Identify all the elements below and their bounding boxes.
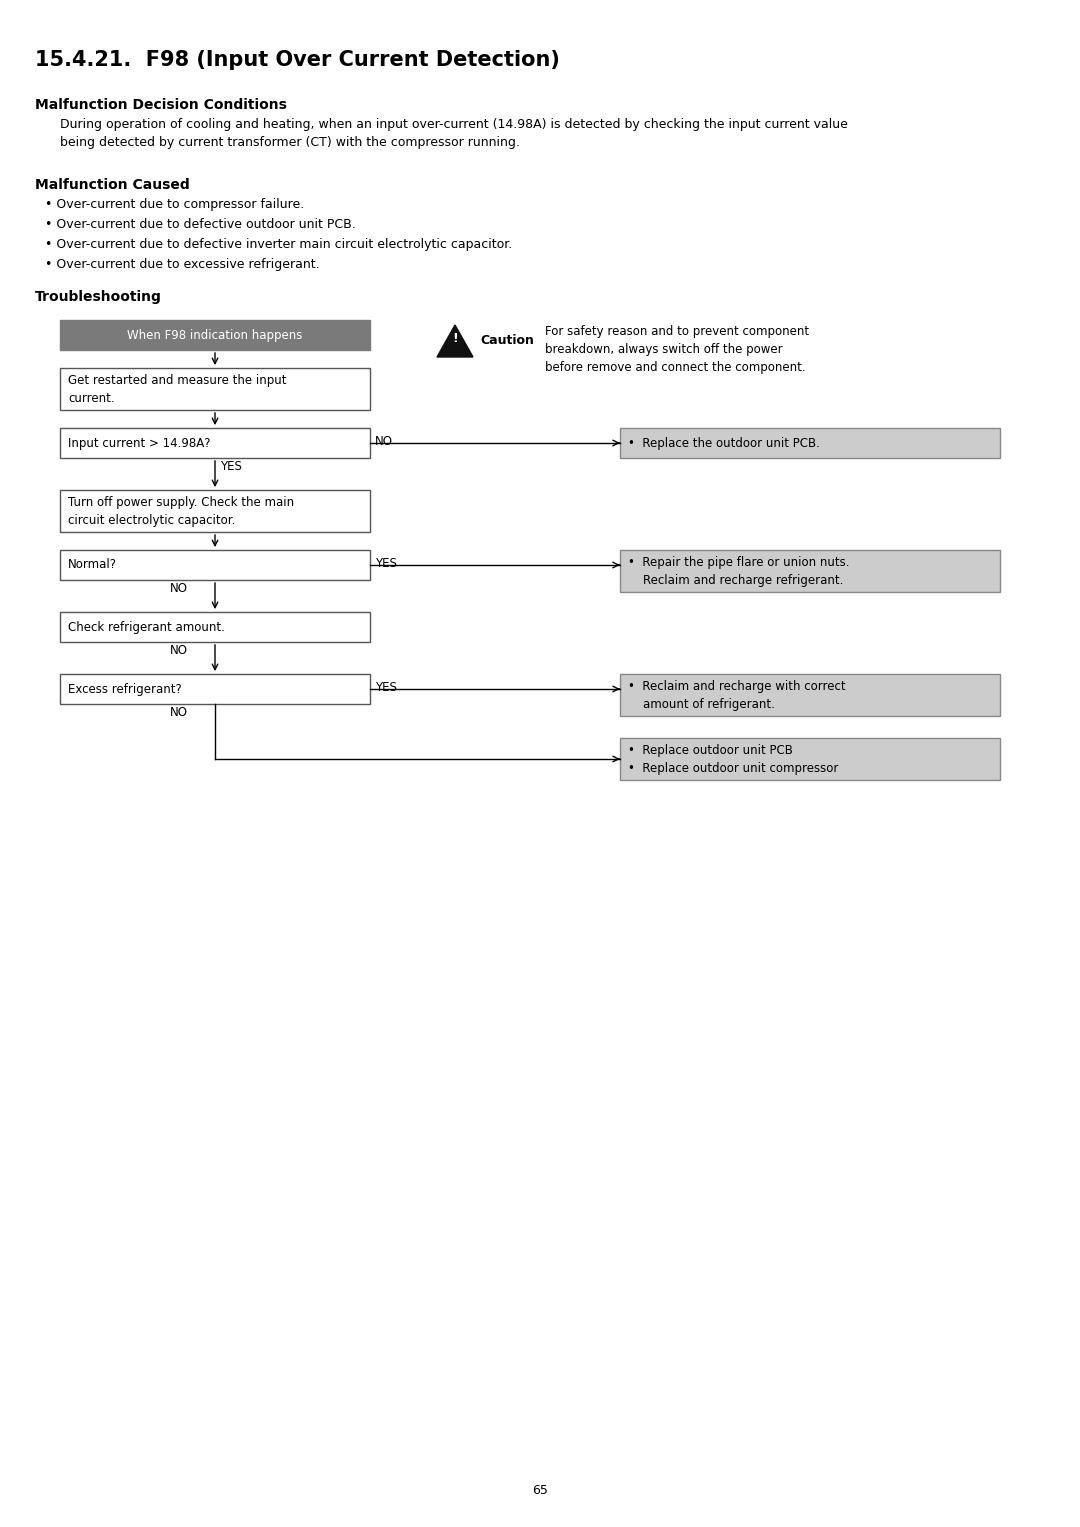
Text: Input current > 14.98A?: Input current > 14.98A?	[68, 437, 211, 449]
Bar	[60, 321, 370, 350]
Text: •  Replace outdoor unit PCB
•  Replace outdoor unit compressor: • Replace outdoor unit PCB • Replace out…	[627, 744, 838, 776]
Text: During operation of cooling and heating, when an input over-current (14.98A) is : During operation of cooling and heating,…	[60, 118, 848, 131]
Bar	[620, 550, 1000, 592]
Text: YES: YES	[375, 681, 396, 693]
Text: 15.4.21.  F98 (Input Over Current Detection): 15.4.21. F98 (Input Over Current Detecti…	[35, 50, 559, 70]
Text: NO: NO	[170, 644, 188, 657]
Text: • Over-current due to compressor failure.: • Over-current due to compressor failure…	[45, 199, 305, 211]
Text: Caution: Caution	[480, 334, 534, 348]
Text: Excess refrigerant?: Excess refrigerant?	[68, 683, 181, 695]
Text: • Over-current due to excessive refrigerant.: • Over-current due to excessive refriger…	[45, 258, 320, 270]
Text: YES: YES	[375, 557, 396, 570]
Bar	[60, 490, 370, 531]
Text: being detected by current transformer (CT) with the compressor running.: being detected by current transformer (C…	[60, 136, 519, 150]
Text: NO: NO	[170, 705, 188, 719]
Text: YES: YES	[220, 460, 242, 473]
Bar	[60, 428, 370, 458]
Text: NO: NO	[170, 582, 188, 596]
Bar	[60, 673, 370, 704]
Text: Get restarted and measure the input
current.: Get restarted and measure the input curr…	[68, 374, 286, 405]
Text: 65: 65	[532, 1484, 548, 1496]
Text: Normal?: Normal?	[68, 559, 117, 571]
Text: NO: NO	[375, 435, 393, 447]
Text: • Over-current due to defective inverter main circuit electrolytic capacitor.: • Over-current due to defective inverter…	[45, 238, 512, 250]
Bar	[620, 673, 1000, 716]
Bar	[60, 612, 370, 641]
Text: Turn off power supply. Check the main
circuit electrolytic capacitor.: Turn off power supply. Check the main ci…	[68, 496, 294, 527]
Text: For safety reason and to prevent component
breakdown, always switch off the powe: For safety reason and to prevent compone…	[545, 325, 809, 374]
Text: • Over-current due to defective outdoor unit PCB.: • Over-current due to defective outdoor …	[45, 218, 355, 231]
Text: Check refrigerant amount.: Check refrigerant amount.	[68, 620, 225, 634]
Bar	[60, 368, 370, 411]
Polygon shape	[437, 325, 473, 357]
Text: •  Reclaim and recharge with correct
    amount of refrigerant.: • Reclaim and recharge with correct amou…	[627, 680, 846, 712]
Bar	[60, 550, 370, 580]
Text: !: !	[453, 333, 458, 345]
Text: Troubleshooting: Troubleshooting	[35, 290, 162, 304]
Bar	[620, 428, 1000, 458]
Text: Malfunction Caused: Malfunction Caused	[35, 179, 190, 192]
Bar	[620, 738, 1000, 780]
Text: Malfunction Decision Conditions: Malfunction Decision Conditions	[35, 98, 287, 111]
Text: When F98 indication happens: When F98 indication happens	[127, 328, 302, 342]
Text: •  Repair the pipe flare or union nuts.
    Reclaim and recharge refrigerant.: • Repair the pipe flare or union nuts. R…	[627, 556, 850, 586]
Text: •  Replace the outdoor unit PCB.: • Replace the outdoor unit PCB.	[627, 437, 820, 449]
